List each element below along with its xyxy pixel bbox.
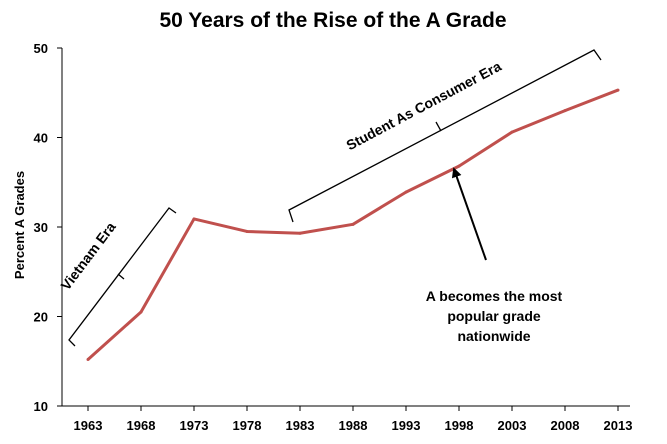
data-point-1983 [298,231,302,235]
y-tick-label: 20 [34,310,48,325]
y-axis-label: Percent A Grades [12,171,27,279]
chart-title: 50 Years of the Rise of the A Grade [159,9,506,32]
callout-arrow [451,167,487,261]
callout-line-2: popular grade [447,308,541,324]
vietnam-era-bracket [68,207,177,347]
y-tick-label: 40 [34,131,48,146]
x-ticks: 1963 1968 1973 1978 1983 1988 1993 1998 2003 2008… [74,406,633,433]
y-ticks: 10 20 30 40 50 [34,41,62,414]
data-point-1973 [192,217,196,221]
x-tick-label: 1978 [233,418,262,433]
y-tick-label: 50 [34,41,48,56]
x-tick-label: 1983 [286,418,315,433]
x-tick-label: 1963 [74,418,103,433]
y-tick-label: 10 [34,399,48,414]
data-point-2013 [616,88,620,92]
data-point-2003 [510,130,514,134]
data-point-1963 [86,357,90,361]
consumer-era-bracket [288,49,602,223]
x-tick-label: 1998 [445,418,474,433]
x-tick-label: 1973 [180,418,209,433]
data-point-1968 [139,310,143,314]
y-tick-label: 30 [34,220,48,235]
data-point-1998 [457,164,461,168]
x-tick-label: 2008 [551,418,580,433]
callout-line-1: A becomes the most [426,288,563,304]
callout-line-3: nationwide [457,328,530,344]
data-point-2008 [563,109,567,113]
x-tick-label: 1993 [392,418,421,433]
data-point-1993 [404,190,408,194]
series-points [86,88,620,361]
vietnam-era-label: Vietnam Era [57,219,118,293]
x-tick-label: 1968 [127,418,156,433]
data-point-1988 [351,222,355,226]
data-point-1978 [245,229,249,233]
x-tick-label: 1988 [339,418,368,433]
x-tick-label: 2003 [498,418,527,433]
x-tick-label: 2013 [604,418,633,433]
